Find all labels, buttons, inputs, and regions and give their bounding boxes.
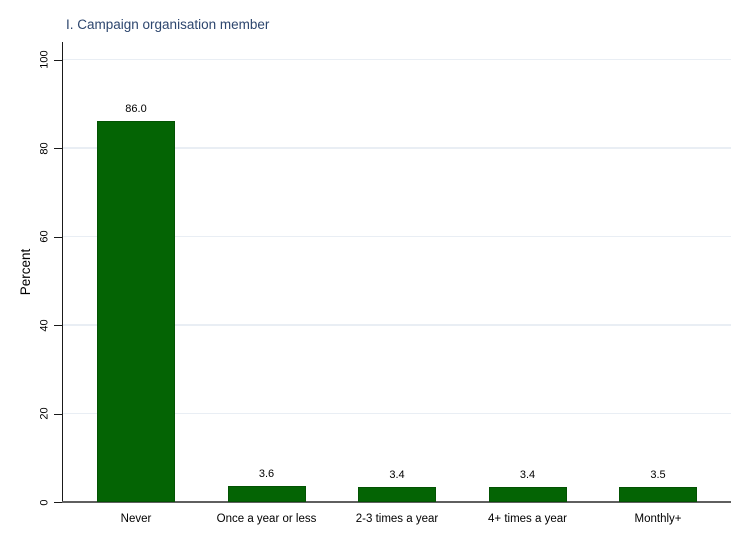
x-category-label-4-times-a-year: 4+ times a year — [488, 513, 567, 525]
bar-value-label-4-times-a-year: 3.4 — [519, 468, 536, 481]
bar-never — [97, 121, 175, 502]
bar-monthly — [619, 486, 697, 502]
gridline-60 — [62, 235, 731, 238]
y-tick-label-100: 100 — [38, 50, 51, 69]
gridline-80 — [62, 147, 731, 149]
bar-value-label-2-3-times-a-year: 3.4 — [389, 468, 405, 481]
bar-value-label-monthly: 3.5 — [650, 468, 666, 481]
gridline-40 — [62, 324, 731, 326]
bar-2-3-times-a-year — [358, 486, 436, 502]
y-axis-label: Percent — [18, 248, 33, 296]
y-tick-label-40: 40 — [38, 318, 51, 332]
x-category-label-once-a-year-or-less: Once a year or less — [216, 513, 317, 525]
x-category-label-never: Never — [120, 513, 152, 525]
y-tick-60 — [54, 236, 62, 238]
y-tick-0 — [54, 502, 62, 503]
chart-title: I. Campaign organisation member — [66, 17, 270, 32]
x-category-label-monthly: Monthly+ — [634, 513, 682, 525]
x-axis-line — [62, 501, 731, 503]
bar-value-label-once-a-year-or-less: 3.6 — [258, 468, 275, 481]
bar-value-label-never: 86.0 — [125, 103, 147, 116]
y-tick-20 — [54, 413, 62, 415]
bar-4-times-a-year — [488, 486, 567, 502]
y-tick-80 — [54, 148, 62, 149]
y-tick-label-60: 60 — [38, 230, 51, 243]
y-tick-label-80: 80 — [38, 141, 51, 155]
gridline-100 — [62, 58, 731, 61]
y-tick-label-0: 0 — [38, 498, 51, 506]
gridline-20 — [62, 412, 731, 415]
y-axis-line — [62, 42, 63, 503]
y-tick-100 — [54, 59, 62, 61]
x-category-label-2-3-times-a-year: 2-3 times a year — [355, 513, 439, 525]
y-tick-40 — [54, 325, 62, 326]
y-tick-label-20: 20 — [38, 407, 51, 420]
bar-once-a-year-or-less — [227, 486, 306, 502]
